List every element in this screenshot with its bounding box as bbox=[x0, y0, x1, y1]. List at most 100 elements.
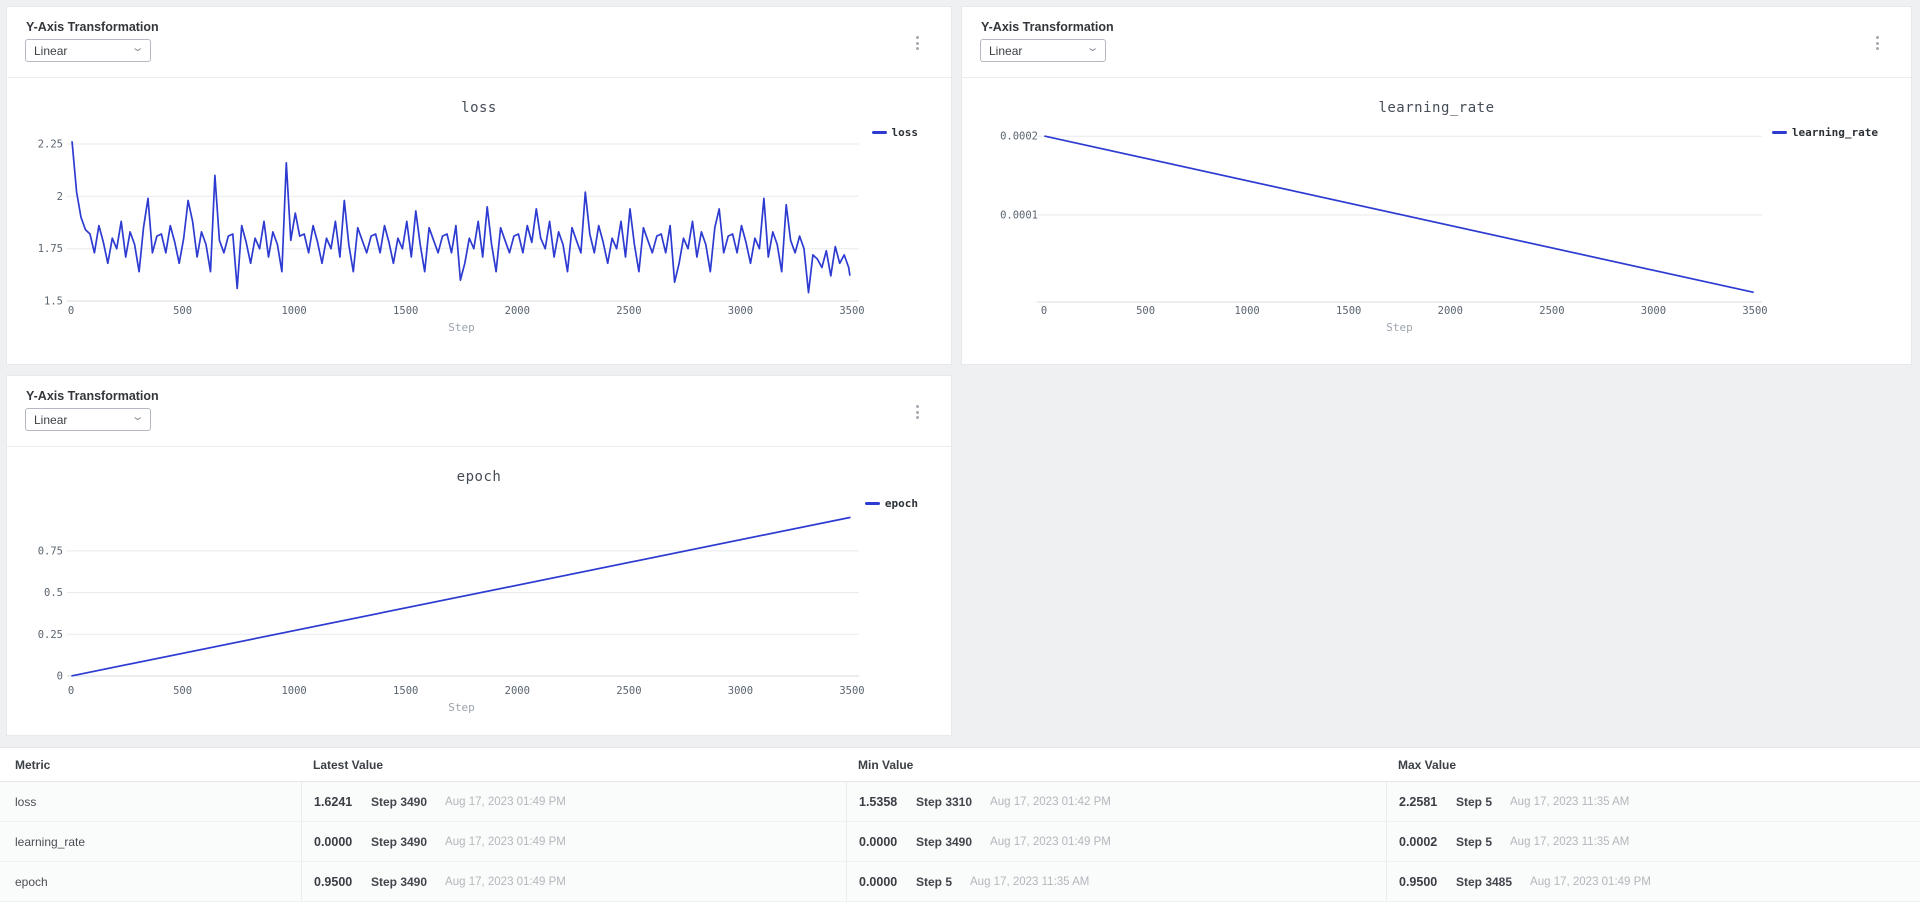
svg-text:2000: 2000 bbox=[505, 305, 530, 317]
loss-chart-plot[interactable]: 1.5 1.75 2 2.25 0 500 1000 1500 2000 2500 3000 3500… bbox=[37, 122, 917, 347]
chart-title-learning-rate: learning_rate bbox=[1378, 100, 1495, 116]
svg-text:0: 0 bbox=[57, 671, 63, 683]
legend-line-swatch bbox=[1771, 131, 1787, 134]
epoch-metric-panel: Y-Axis Transformation Linear ⌄ epoch epo… bbox=[6, 375, 952, 736]
svg-text:1000: 1000 bbox=[1234, 305, 1259, 317]
yaxis-selected-value: Linear bbox=[34, 412, 68, 427]
metric-value: 0.0002 bbox=[1399, 834, 1438, 849]
metric-timestamp: Aug 17, 2023 01:49 PM bbox=[990, 835, 1111, 848]
metric-step: Step 5 bbox=[1456, 794, 1493, 809]
svg-text:3500: 3500 bbox=[1742, 305, 1767, 317]
svg-text:2000: 2000 bbox=[1438, 305, 1463, 317]
min-value-cell: 0.0000 Step 5 Aug 17, 2023 11:35 AM bbox=[846, 862, 1386, 901]
metric-timestamp: Aug 17, 2023 11:35 AM bbox=[970, 875, 1090, 888]
svg-text:0.0002: 0.0002 bbox=[1000, 131, 1038, 143]
metric-name: loss bbox=[15, 794, 37, 809]
metric-step: Step 3490 bbox=[371, 794, 428, 809]
metric-timestamp: Aug 17, 2023 01:49 PM bbox=[445, 795, 566, 808]
metric-value: 0.9500 bbox=[314, 874, 353, 889]
svg-text:2: 2 bbox=[57, 191, 63, 203]
svg-text:2500: 2500 bbox=[616, 305, 641, 317]
column-header-latest-value: Latest Value bbox=[313, 757, 384, 772]
learning-rate-chart-plot[interactable]: 0.0001 0.0002 0 500 1000 1500 2000 2500 3000 3500… bbox=[992, 122, 1892, 347]
svg-text:3000: 3000 bbox=[728, 685, 753, 697]
chevron-down-icon: ⌄ bbox=[130, 42, 145, 54]
metric-value: 1.5358 bbox=[859, 794, 898, 809]
metric-value: 0.9500 bbox=[1399, 874, 1438, 889]
svg-text:1500: 1500 bbox=[393, 685, 418, 697]
svg-text:3500: 3500 bbox=[839, 305, 864, 317]
legend-item-epoch[interactable]: epoch bbox=[864, 497, 918, 510]
metrics-summary-table: Metric Latest Value Min Value Max Value … bbox=[0, 747, 1920, 906]
panel-menu-icon[interactable] bbox=[909, 33, 925, 53]
svg-text:3000: 3000 bbox=[1641, 305, 1666, 317]
yaxis-transformation-label: Y-Axis Transformation bbox=[26, 389, 159, 403]
yaxis-transformation-select[interactable]: Linear ⌄ bbox=[25, 39, 151, 62]
svg-text:Step: Step bbox=[448, 321, 475, 334]
svg-text:Step: Step bbox=[1386, 321, 1413, 334]
panel-header: Y-Axis Transformation Linear ⌄ bbox=[7, 376, 951, 447]
yaxis-selected-value: Linear bbox=[989, 43, 1023, 58]
svg-text:0.25: 0.25 bbox=[38, 629, 63, 641]
learning-rate-metric-panel: Y-Axis Transformation Linear ⌄ learning_… bbox=[961, 6, 1912, 365]
legend-line-swatch bbox=[871, 131, 887, 134]
svg-text:1500: 1500 bbox=[1336, 305, 1361, 317]
metric-step: Step 5 bbox=[916, 874, 953, 889]
panel-menu-icon[interactable] bbox=[1869, 33, 1885, 53]
svg-text:3500: 3500 bbox=[839, 685, 864, 697]
yaxis-transformation-label: Y-Axis Transformation bbox=[981, 20, 1114, 34]
panel-menu-icon[interactable] bbox=[909, 402, 925, 422]
metric-timestamp: Aug 17, 2023 01:42 PM bbox=[990, 795, 1111, 808]
metric-step: Step 3490 bbox=[371, 834, 428, 849]
table-row-learning-rate: learning_rate 0.0000 Step 3490 Aug 17, 2… bbox=[0, 822, 1920, 862]
max-value-cell: 0.9500 Step 3485 Aug 17, 2023 01:49 PM bbox=[1386, 862, 1920, 901]
chart-body: epoch epoch 0 0.25 0.5 0.75 0 500 1000 1500 2000… bbox=[7, 447, 951, 734]
yaxis-transformation-select[interactable]: Linear ⌄ bbox=[980, 39, 1106, 62]
svg-text:1.5: 1.5 bbox=[44, 296, 63, 308]
metric-name: epoch bbox=[15, 874, 48, 889]
metric-timestamp: Aug 17, 2023 01:49 PM bbox=[445, 835, 566, 848]
yaxis-transformation-label: Y-Axis Transformation bbox=[26, 20, 159, 34]
metric-step: Step 3490 bbox=[916, 834, 973, 849]
latest-value-cell: 1.6241 Step 3490 Aug 17, 2023 01:49 PM bbox=[301, 782, 846, 821]
svg-text:0: 0 bbox=[68, 305, 74, 317]
svg-text:0.0001: 0.0001 bbox=[1000, 210, 1038, 222]
chart-body: loss loss 1.5 1.75 2 2.25 0 500 1000 1500 2000 25… bbox=[7, 78, 951, 365]
latest-value-cell: 0.0000 Step 3490 Aug 17, 2023 01:49 PM bbox=[301, 822, 846, 861]
chevron-down-icon: ⌄ bbox=[1085, 42, 1100, 54]
panel-header: Y-Axis Transformation Linear ⌄ bbox=[962, 7, 1911, 78]
panel-header: Y-Axis Transformation Linear ⌄ bbox=[7, 7, 951, 78]
legend-label: epoch bbox=[884, 497, 918, 510]
column-header-min-value: Min Value bbox=[858, 757, 914, 772]
svg-text:1.75: 1.75 bbox=[38, 243, 63, 255]
metric-value: 1.6241 bbox=[314, 794, 353, 809]
chart-title-loss: loss bbox=[461, 100, 497, 116]
metric-timestamp: Aug 17, 2023 11:35 AM bbox=[1510, 835, 1630, 848]
svg-text:500: 500 bbox=[1136, 305, 1155, 317]
svg-text:0.75: 0.75 bbox=[38, 545, 63, 557]
column-header-max-value: Max Value bbox=[1398, 757, 1457, 772]
chevron-down-icon: ⌄ bbox=[130, 411, 145, 423]
epoch-chart-plot[interactable]: 0 0.25 0.5 0.75 0 500 1000 1500 2000 2500 3000 3500… bbox=[37, 491, 917, 723]
legend-label: learning_rate bbox=[1791, 126, 1878, 139]
table-row-loss: loss 1.6241 Step 3490 Aug 17, 2023 01:49… bbox=[0, 782, 1920, 822]
metric-value: 2.2581 bbox=[1399, 794, 1438, 809]
svg-text:0: 0 bbox=[1041, 305, 1047, 317]
loss-metric-panel: Y-Axis Transformation Linear ⌄ loss loss… bbox=[6, 6, 952, 365]
yaxis-transformation-select[interactable]: Linear ⌄ bbox=[25, 408, 151, 431]
column-header-metric: Metric bbox=[15, 757, 51, 772]
metric-step: Step 3485 bbox=[1456, 874, 1513, 889]
min-value-cell: 1.5358 Step 3310 Aug 17, 2023 01:42 PM bbox=[846, 782, 1386, 821]
metric-timestamp: Aug 17, 2023 01:49 PM bbox=[445, 875, 566, 888]
metric-timestamp: Aug 17, 2023 01:49 PM bbox=[1530, 875, 1651, 888]
max-value-cell: 2.2581 Step 5 Aug 17, 2023 11:35 AM bbox=[1386, 782, 1920, 821]
legend-item-learning-rate[interactable]: learning_rate bbox=[1771, 126, 1878, 139]
metric-value: 0.0000 bbox=[859, 834, 898, 849]
svg-text:500: 500 bbox=[173, 305, 192, 317]
svg-text:2.25: 2.25 bbox=[38, 139, 63, 151]
max-value-cell: 0.0002 Step 5 Aug 17, 2023 11:35 AM bbox=[1386, 822, 1920, 861]
metric-value: 0.0000 bbox=[314, 834, 353, 849]
table-header-row: Metric Latest Value Min Value Max Value bbox=[0, 748, 1920, 782]
metric-step: Step 3310 bbox=[916, 794, 973, 809]
legend-item-loss[interactable]: loss bbox=[871, 126, 918, 139]
